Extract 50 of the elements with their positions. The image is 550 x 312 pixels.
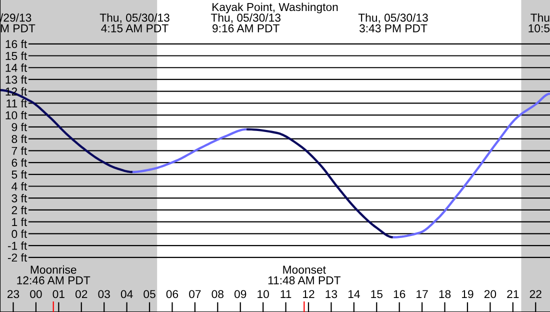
x-tick-label: 20 (484, 290, 496, 298)
y-tick-label: 3 ft (12, 194, 27, 202)
y-tick-label: 1 ft (12, 218, 27, 226)
y-tick-label: 8 ft (12, 134, 27, 144)
x-tick-label: 23 (7, 290, 20, 298)
y-tick-label: 10 ft (6, 110, 27, 120)
y-tick-label: 13 ft (6, 75, 27, 84)
annotation: Thu, 05/30/13 4:15 AM PDT (100, 13, 170, 32)
x-tick-label: 15 (371, 290, 382, 298)
x-tick-label: 00 (30, 290, 42, 298)
x-tick-label: 14 (348, 290, 360, 298)
y-tick-label: 0 ft (12, 230, 27, 238)
x-tick-label: 18 (439, 290, 451, 298)
y-tick-label: -1 ft (8, 241, 27, 250)
x-tick-label: 21 (507, 290, 519, 298)
annotation: Thu, 05/30/13 3:43 PM PDT (358, 13, 428, 32)
y-tick-label: 2 ft (12, 206, 27, 214)
annotation: Moonrise 12:46 AM PDT (17, 265, 90, 284)
x-tick-label: 03 (98, 290, 110, 298)
y-tick-label: 15 ft (6, 52, 27, 60)
y-tick-label: 4 ft (12, 182, 27, 190)
annotation: Thu 10:5 (528, 13, 550, 32)
x-tick-label: 12 (303, 290, 314, 298)
x-tick-label: 04 (120, 290, 133, 298)
x-tick-label: 08 (212, 290, 224, 298)
chart-title: Kayak Point, Washington (212, 2, 338, 14)
y-tick-label: 16 ft (6, 40, 27, 48)
x-tick-label: 01 (52, 290, 64, 298)
x-tick-label: 07 (189, 290, 201, 298)
x-tick-label: 05 (144, 290, 156, 298)
x-tick-label: 16 (394, 290, 406, 298)
x-tick-label: 09 (234, 290, 246, 298)
x-tick-label: 06 (166, 290, 178, 298)
x-tick-label: 19 (462, 290, 474, 298)
y-tick-label: 5 ft (12, 170, 27, 179)
y-tick-label: 7 ft (12, 146, 27, 155)
annotation: /29/13 M PDT (0, 13, 36, 32)
y-tick-label: 11 ft (6, 99, 27, 108)
x-tick-label: 11 (280, 290, 292, 298)
y-tick-label: 14 ft (6, 64, 27, 72)
x-tick-label: 22 (530, 290, 542, 298)
x-tick-label: 10 (258, 290, 269, 298)
annotation: Moonset 11:48 AM PDT (268, 266, 341, 284)
x-tick-label: 13 (326, 290, 338, 298)
annotation: Thu, 05/30/13 9:16 AM PDT (210, 13, 280, 32)
x-tick-label: 17 (416, 290, 428, 298)
x-tick-label: 02 (75, 290, 88, 298)
y-tick-label: 6 ft (12, 158, 27, 167)
y-tick-label: 9 ft (12, 122, 27, 132)
y-tick-label: -2 ft (8, 253, 27, 262)
